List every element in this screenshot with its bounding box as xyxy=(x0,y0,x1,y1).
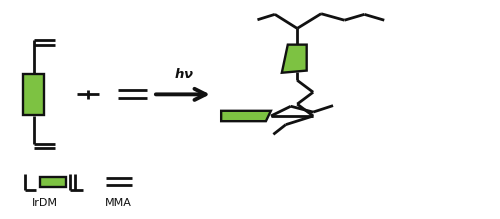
Bar xyxy=(24,74,44,115)
Bar xyxy=(40,177,66,187)
Text: IrDM: IrDM xyxy=(32,198,58,207)
Polygon shape xyxy=(221,111,271,121)
Polygon shape xyxy=(282,45,306,73)
Text: MMA: MMA xyxy=(106,198,132,207)
Text: $\mathbfit{h}$$\mathbfit{\nu}$: $\mathbfit{h}$$\mathbfit{\nu}$ xyxy=(174,67,195,81)
